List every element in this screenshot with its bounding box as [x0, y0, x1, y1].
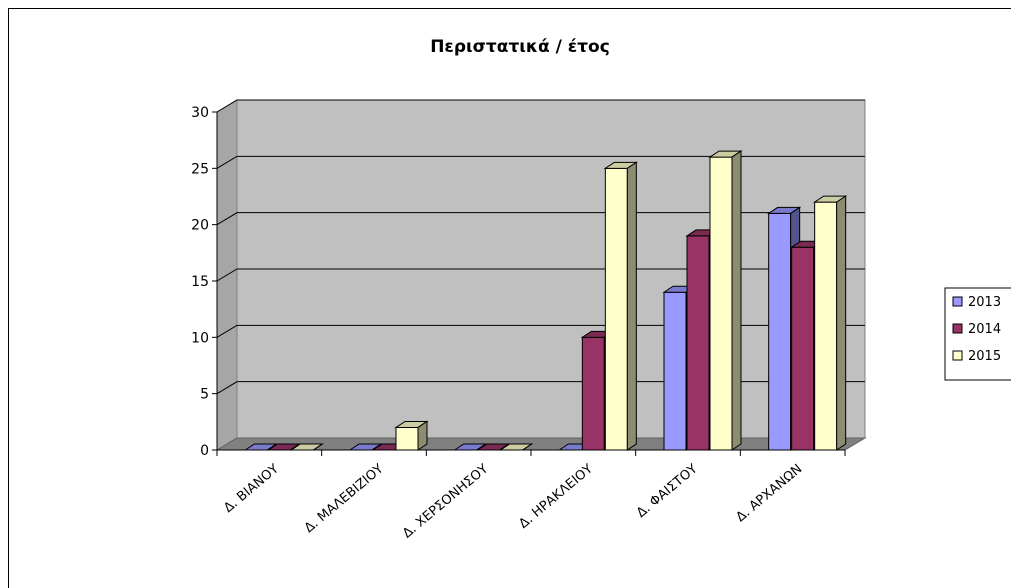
bar-2014: [581, 336, 605, 451]
gridline: [216, 99, 865, 113]
legend-label: 2015: [968, 349, 1001, 364]
bar-2014: [686, 235, 710, 451]
bar-side-2015: [417, 420, 428, 451]
gridline: [216, 212, 865, 226]
bar-side-2014: [499, 443, 509, 451]
category-label: Δ. ΧΕΡΣΟΝΗΣΟΥ: [400, 462, 491, 542]
legend-swatch: [952, 350, 963, 361]
bar-2013: [663, 291, 687, 451]
bar-side-2015: [836, 195, 847, 451]
bar-2015: [395, 426, 419, 451]
bar-side-2013: [476, 443, 486, 451]
legend-label: 2014: [968, 322, 1001, 337]
legend-label: 2013: [968, 295, 1001, 310]
bar-2015: [814, 201, 838, 451]
category-label: Δ. ΜΑΛΕΒΙΖΙΟΥ: [302, 462, 387, 537]
bar-side-2015: [626, 161, 637, 451]
bar-side-2015: [731, 150, 742, 451]
bar-side-2015: [522, 443, 532, 451]
bar-2015: [604, 167, 628, 451]
bar-side-2013: [371, 443, 382, 451]
bar-side-2015: [313, 443, 323, 451]
chart-title: Περιστατικά / έτος: [430, 37, 610, 57]
y-tick-label: 0: [200, 443, 209, 459]
y-tick-label: 10: [191, 330, 209, 346]
category-label: Δ. ΗΡΑΚΛΕΙΟΥ: [516, 462, 596, 532]
bar-side-2013: [267, 443, 277, 451]
gridline: [216, 381, 865, 395]
bar-2013: [768, 212, 792, 451]
category-label: Δ. ΦΑΙΣΤΟΥ: [634, 462, 701, 521]
y-tick-label: 15: [191, 274, 209, 290]
bar-side-2014: [290, 443, 300, 451]
y-tick-label: 25: [191, 161, 209, 177]
gridline: [216, 155, 865, 169]
category-label: Δ. ΒΙΑΝΟΥ: [221, 462, 282, 516]
category-label: Δ. ΑΡΧΑΝΩΝ: [733, 462, 805, 526]
y-tick-label: 30: [191, 105, 209, 121]
legend-swatch: [952, 323, 963, 334]
y-tick-label: 20: [191, 218, 209, 234]
gridline: [216, 268, 865, 282]
plot-area: 0 5 10 15 20 25 30 Δ. ΒΙΑΝΟΥ Δ. ΜΑΛΕΒΙΖΙΟΥ Δ. ΧΕΡ…: [191, 99, 1011, 542]
bar-2015: [709, 156, 733, 451]
legend-swatch: [952, 296, 963, 307]
y-tick-label: 5: [200, 387, 209, 403]
gridline: [216, 324, 865, 338]
bar-2014: [791, 246, 815, 451]
